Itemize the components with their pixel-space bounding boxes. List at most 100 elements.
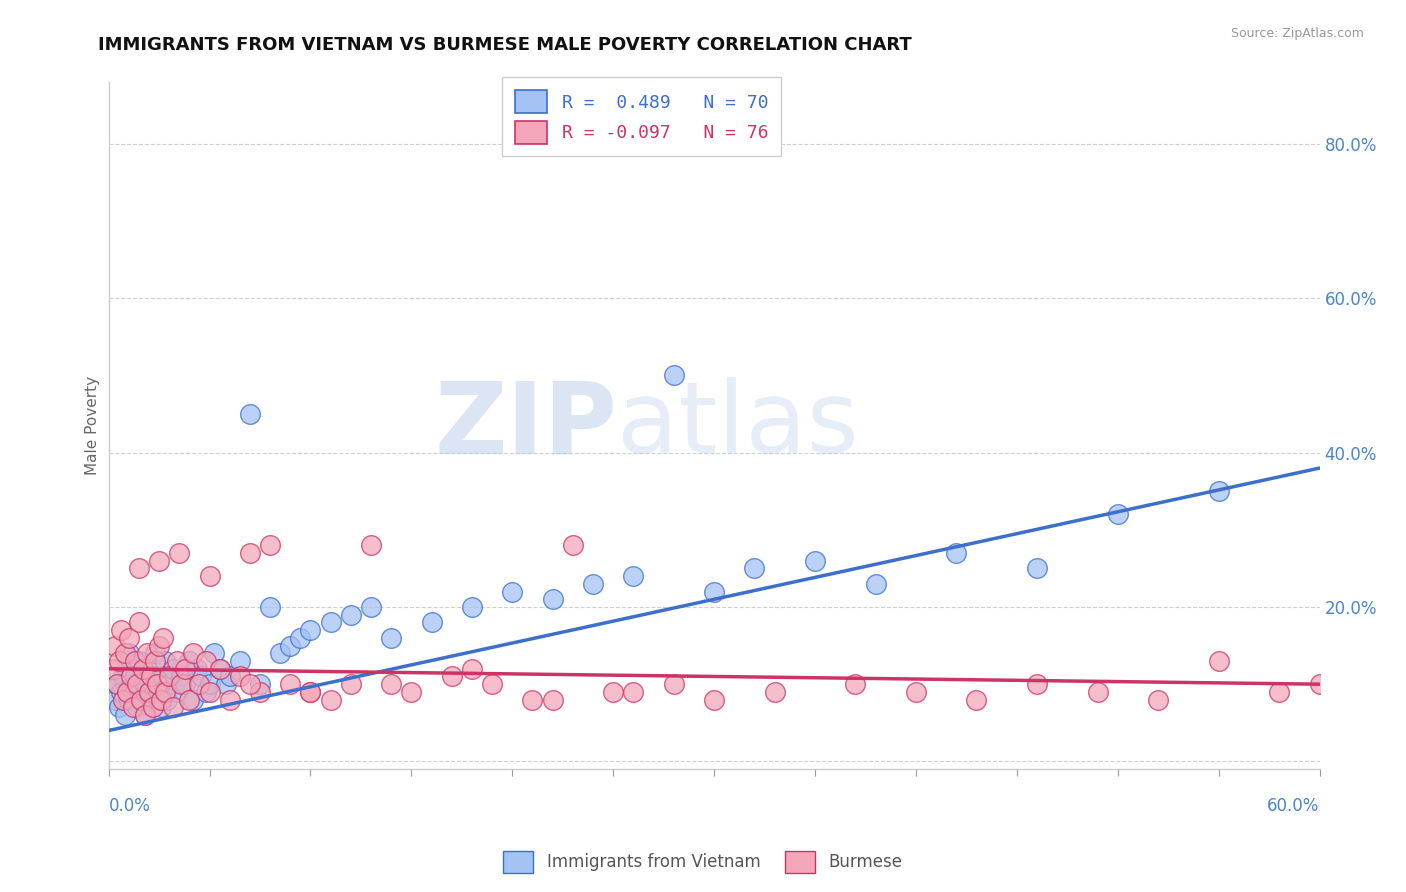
Point (148, 639, 170, 653)
Text: 0.0%: 0.0% (108, 797, 150, 814)
Point (744, 561, 766, 575)
Point (153, 654, 176, 668)
Point (259, 599, 281, 614)
Point (904, 685, 927, 699)
Point (110, 685, 132, 699)
Point (136, 662, 159, 676)
Point (125, 677, 148, 691)
Point (202, 646, 225, 660)
Point (132, 677, 155, 691)
Point (340, 677, 363, 691)
Point (128, 615, 150, 630)
Point (139, 669, 162, 683)
Point (179, 654, 201, 668)
Point (1309, 677, 1331, 691)
Point (1268, 685, 1291, 699)
Point (124, 669, 146, 683)
Point (290, 631, 312, 645)
Point (174, 662, 197, 676)
Point (166, 685, 188, 699)
Point (461, 599, 484, 614)
Point (179, 692, 201, 706)
Point (118, 646, 141, 660)
Point (138, 685, 160, 699)
Point (186, 662, 208, 676)
Point (1208, 654, 1230, 668)
Point (208, 662, 231, 676)
Point (142, 692, 165, 706)
Point (115, 685, 138, 699)
Point (299, 623, 322, 637)
Point (114, 646, 136, 660)
Point (602, 685, 624, 699)
Point (218, 692, 240, 706)
Y-axis label: Male Poverty: Male Poverty (86, 376, 100, 475)
Point (169, 546, 191, 560)
Point (380, 677, 402, 691)
Point (259, 538, 281, 552)
Point (420, 615, 443, 630)
Point (215, 677, 238, 691)
Point (1026, 561, 1049, 575)
Point (865, 577, 887, 591)
Point (844, 677, 866, 691)
Point (139, 669, 162, 683)
Text: IMMIGRANTS FROM VIETNAM VS BURMESE MALE POVERTY CORRELATION CHART: IMMIGRANTS FROM VIETNAM VS BURMESE MALE … (98, 36, 912, 54)
Point (541, 692, 564, 706)
Point (198, 685, 221, 699)
Point (129, 692, 152, 706)
Point (146, 677, 169, 691)
Point (662, 368, 685, 383)
Point (129, 692, 152, 706)
Point (1107, 508, 1129, 522)
Point (174, 677, 197, 691)
Point (138, 685, 160, 699)
Point (107, 700, 129, 714)
Point (461, 662, 484, 676)
Point (157, 669, 180, 683)
Point (662, 677, 685, 691)
Point (105, 677, 128, 691)
Point (360, 538, 382, 552)
Point (110, 623, 132, 637)
Point (148, 685, 170, 699)
Point (621, 685, 644, 699)
Point (340, 607, 363, 622)
Point (162, 700, 184, 714)
Point (170, 677, 193, 691)
Point (218, 669, 240, 683)
Point (104, 639, 127, 653)
Point (763, 685, 786, 699)
Point (104, 692, 127, 706)
Point (299, 685, 322, 699)
Point (111, 692, 134, 706)
Point (198, 569, 221, 583)
Point (152, 631, 174, 645)
Point (360, 599, 382, 614)
Point (143, 654, 166, 668)
Point (156, 692, 179, 706)
Point (150, 700, 173, 714)
Point (481, 677, 503, 691)
Text: ZIP: ZIP (434, 377, 617, 475)
Legend: Immigrants from Vietnam, Burmese: Immigrants from Vietnam, Burmese (496, 845, 910, 880)
Point (501, 584, 523, 599)
Point (440, 669, 463, 683)
Point (1026, 677, 1049, 691)
Point (170, 669, 193, 683)
Point (249, 685, 271, 699)
Point (132, 662, 155, 676)
Point (319, 692, 342, 706)
Point (118, 631, 141, 645)
Point (804, 554, 827, 568)
Point (278, 677, 301, 691)
Point (319, 615, 342, 630)
Point (115, 662, 138, 676)
Point (125, 700, 148, 714)
Text: Source: ZipAtlas.com: Source: ZipAtlas.com (1230, 27, 1364, 40)
Point (183, 692, 205, 706)
Point (198, 677, 221, 691)
Point (152, 669, 174, 683)
Point (190, 669, 212, 683)
Point (111, 669, 134, 683)
